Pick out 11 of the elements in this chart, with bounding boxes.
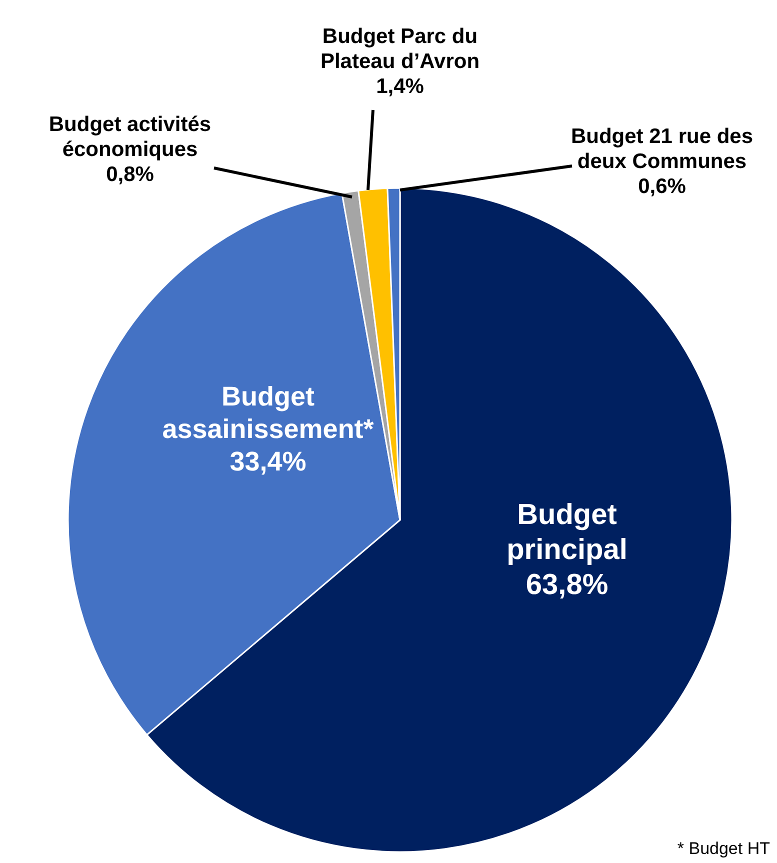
data-label: 0,6%	[638, 175, 686, 198]
slice-label: Budget 21 rue des deux Communes	[570, 124, 754, 173]
slice-label: Budget activités économiques	[48, 112, 212, 161]
text: * Budget HT	[677, 839, 770, 858]
data-label: 63,8%	[526, 568, 608, 601]
slice-label: Budget Parc du Plateau d’Avron	[320, 24, 480, 73]
data-label: 0,8%	[106, 163, 154, 186]
data-label: 1,4%	[376, 75, 424, 98]
data-label: 33,4%	[230, 446, 306, 476]
slice-label: Budget assainissement*	[162, 382, 374, 444]
slice-label: Budget principal	[506, 499, 628, 566]
